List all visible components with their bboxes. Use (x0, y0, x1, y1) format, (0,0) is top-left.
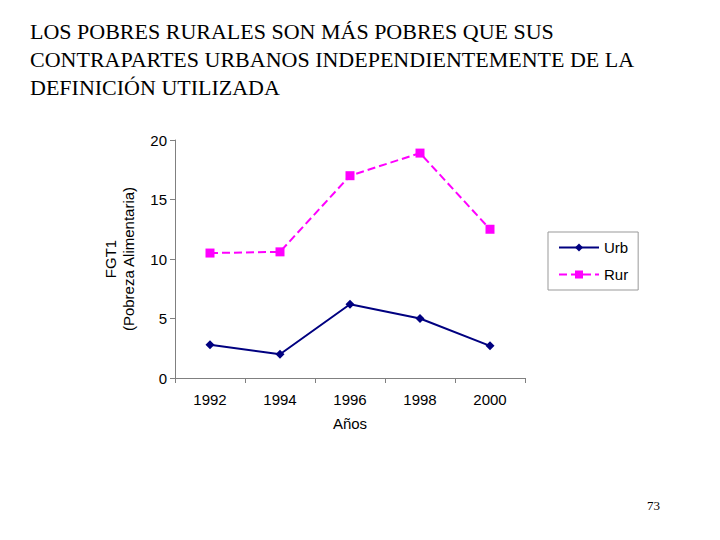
svg-text:Rur: Rur (604, 266, 628, 283)
svg-text:1992: 1992 (193, 391, 226, 408)
svg-text:10: 10 (150, 251, 167, 268)
svg-text:15: 15 (150, 191, 167, 208)
svg-text:DEFINICIÓN UTILIZADA: DEFINICIÓN UTILIZADA (30, 75, 280, 100)
svg-text:1998: 1998 (403, 391, 436, 408)
svg-text:Urb: Urb (604, 239, 628, 256)
svg-text:(Pobreza Alimentaria): (Pobreza Alimentaria) (120, 187, 137, 331)
svg-text:Años: Años (333, 415, 367, 432)
svg-text:CONTRAPARTES URBANOS INDEPENDI: CONTRAPARTES URBANOS INDEPENDIENTEMENTE … (30, 47, 638, 72)
svg-text:0: 0 (159, 370, 167, 387)
svg-text:1996: 1996 (333, 391, 366, 408)
svg-text:FGT1: FGT1 (102, 240, 119, 278)
svg-text:2000: 2000 (473, 391, 506, 408)
svg-text:1994: 1994 (263, 391, 296, 408)
svg-text:5: 5 (159, 310, 167, 327)
svg-text:73: 73 (647, 498, 660, 513)
svg-text:LOS POBRES RURALES SON MÁS POB: LOS POBRES RURALES SON MÁS POBRES QUE SU… (30, 19, 559, 44)
svg-text:20: 20 (150, 132, 167, 149)
